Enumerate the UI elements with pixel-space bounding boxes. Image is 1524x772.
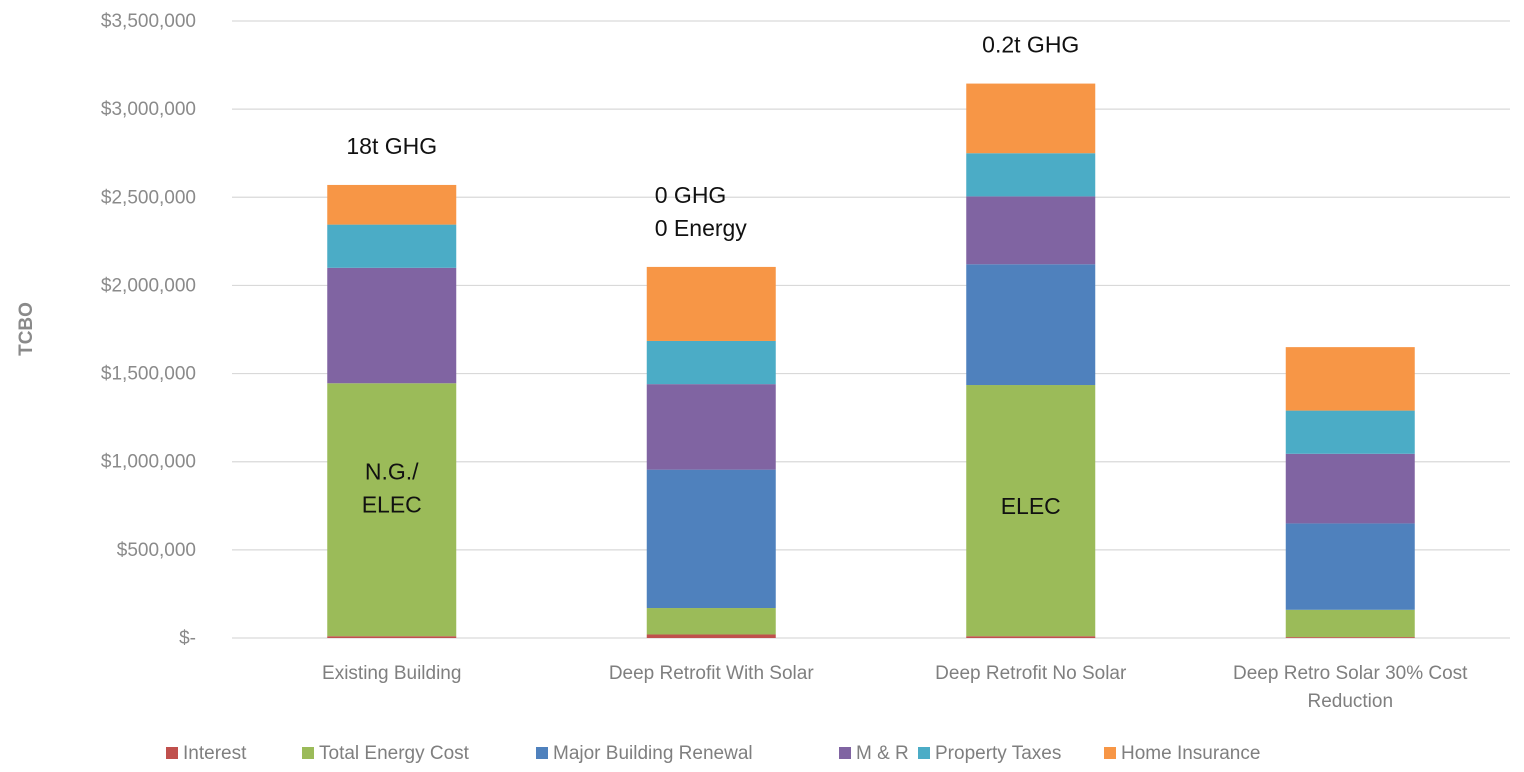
- y-tick-label: $-: [179, 628, 196, 649]
- y-tick-label: $2,000,000: [101, 275, 196, 296]
- bar-inside-label: ELEC: [362, 492, 422, 518]
- bar-segment: [966, 385, 1096, 637]
- bar-segment: [327, 184, 457, 225]
- y-axis-label: TCBO: [16, 302, 37, 356]
- bar-segment: [966, 264, 1096, 386]
- bar-segment: [327, 224, 457, 268]
- x-axis-categories: Existing Building Deep Retrofit With Sola…: [322, 663, 1468, 712]
- bar-annotation: 0.2t GHG: [982, 32, 1079, 58]
- annotations: 18t GHG 0 GHG 0 Energy 0.2t GHG N.G./ ELEC ELE…: [346, 32, 1079, 519]
- legend-label: M & R: [856, 743, 909, 764]
- legend-label: Major Building Renewal: [553, 743, 753, 764]
- bar-inside-label: ELEC: [1001, 493, 1061, 519]
- bar-annotation: 0 Energy: [655, 215, 748, 241]
- legend-swatch: [1104, 747, 1116, 759]
- x-tick-label: Deep Retro Solar 30% Cost: [1233, 663, 1468, 684]
- bar-segment: [1285, 453, 1415, 524]
- legend-label: Home Insurance: [1121, 743, 1260, 764]
- y-tick-label: $3,000,000: [101, 99, 196, 120]
- legend-swatch: [302, 747, 314, 759]
- y-tick-label: $3,500,000: [101, 11, 196, 32]
- y-axis-ticks: $- $500,000 $1,000,000 $1,500,000 $2,000,000…: [101, 11, 196, 649]
- bar-segment: [327, 383, 457, 637]
- bar-segment: [1285, 410, 1415, 454]
- y-tick-label: $500,000: [117, 540, 196, 561]
- legend-swatch: [166, 747, 178, 759]
- bar-segment: [1285, 637, 1415, 638]
- bar-segment: [646, 266, 776, 341]
- bar-segment: [966, 636, 1096, 638]
- legend-label: Total Energy Cost: [319, 743, 470, 764]
- x-tick-label: Reduction: [1307, 691, 1393, 712]
- x-tick-label: Deep Retrofit With Solar: [609, 663, 815, 684]
- bar-segment: [646, 608, 776, 635]
- bar-segment: [966, 83, 1096, 154]
- legend-label: Interest: [183, 743, 247, 764]
- y-tick-label: $1,500,000: [101, 364, 196, 385]
- x-tick-label: Existing Building: [322, 663, 461, 684]
- bar-segment: [646, 634, 776, 638]
- bar-segment: [1285, 609, 1415, 638]
- legend-swatch: [839, 747, 851, 759]
- bar-segment: [646, 340, 776, 385]
- bar-segment: [966, 153, 1096, 197]
- bar-annotation: 18t GHG: [346, 133, 437, 159]
- bar-inside-label: N.G./: [365, 459, 419, 485]
- bar-segment: [966, 196, 1096, 265]
- legend-label: Property Taxes: [935, 743, 1061, 764]
- bar-segment: [646, 384, 776, 470]
- y-tick-label: $2,500,000: [101, 187, 196, 208]
- y-tick-label: $1,000,000: [101, 452, 196, 473]
- bars: [327, 83, 1415, 638]
- bar-annotation: 0 GHG: [655, 182, 727, 208]
- bar-segment: [646, 469, 776, 609]
- legend-swatch: [918, 747, 930, 759]
- bar-segment: [1285, 523, 1415, 610]
- legend: Interest Total Energy Cost Major Building …: [166, 743, 1260, 764]
- legend-swatch: [536, 747, 548, 759]
- x-tick-label: Deep Retrofit No Solar: [935, 663, 1127, 684]
- bar-segment: [1285, 347, 1415, 411]
- bar-segment: [327, 636, 457, 638]
- bar-segment: [327, 267, 457, 384]
